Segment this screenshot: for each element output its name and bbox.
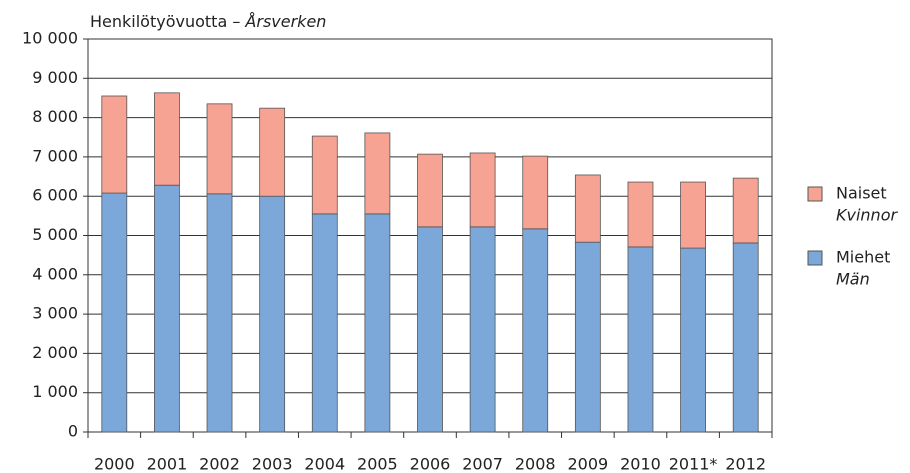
legend-label: Naiset [836, 184, 887, 203]
x-tick-label: 2007 [462, 455, 503, 473]
bar-segment [627, 246, 654, 433]
y-tick-label: 4 000 [32, 264, 78, 283]
y-tick-label: 1 000 [32, 382, 78, 401]
x-tick-label: 2002 [199, 455, 240, 473]
y-tick-label: 10 000 [22, 29, 78, 48]
bar-segment [574, 174, 601, 243]
x-tick-label: 2009 [567, 455, 608, 473]
bar-segment [259, 195, 286, 433]
x-tick-label: 2008 [515, 455, 556, 473]
bar-segment [101, 95, 128, 194]
legend-swatch [807, 250, 823, 266]
x-tick-label: 2001 [147, 455, 188, 473]
legend-label-italic: Män [836, 270, 870, 289]
bar-segment [206, 103, 233, 195]
bar-segment [522, 155, 549, 230]
legend-label-italic: Kvinnor [836, 206, 898, 225]
bar-segment [469, 152, 496, 228]
bar-segment [680, 181, 706, 249]
title-sv: Årsverken [244, 12, 326, 31]
bar-segment [417, 226, 443, 433]
chart-title: Henkilötyövuotta – Årsverken [90, 12, 326, 31]
bar-segment [680, 247, 706, 433]
x-tick-label: 2000 [94, 455, 135, 473]
bar-segment [364, 213, 391, 433]
bar-segment [732, 177, 759, 244]
x-tick-label: 2006 [410, 455, 451, 473]
bar-segment [154, 184, 180, 433]
legend-swatch [807, 186, 823, 202]
bar-segment [574, 241, 601, 433]
bar-segment [522, 228, 549, 433]
bar-segment [311, 135, 338, 215]
y-tick-label: 0 [68, 422, 78, 441]
bar-segment [732, 242, 759, 433]
bar-segment [311, 213, 338, 433]
bar-segment [259, 107, 286, 197]
bar-segment [154, 92, 180, 186]
x-tick-label: 2004 [304, 455, 345, 473]
y-tick-label: 7 000 [32, 146, 78, 165]
bar-segment [417, 153, 443, 228]
y-tick-label: 8 000 [32, 107, 78, 126]
legend-label: Miehet [836, 248, 890, 267]
bar-segment [101, 192, 128, 433]
x-tick-label: 2012 [725, 455, 766, 473]
x-tick-label: 2005 [357, 455, 398, 473]
bar-segment [206, 193, 233, 433]
title-fi: Henkilötyövuotta – [90, 12, 240, 31]
y-tick-label: 2 000 [32, 343, 78, 362]
x-tick-label: 2003 [252, 455, 293, 473]
x-tick-label: 2010 [620, 455, 661, 473]
bar-segment [364, 132, 391, 215]
bar-segment [627, 181, 654, 248]
y-tick-label: 9 000 [32, 68, 78, 87]
x-tick-label: 2011* [669, 455, 718, 473]
y-tick-label: 3 000 [32, 304, 78, 323]
y-tick-label: 6 000 [32, 186, 78, 205]
y-tick-label: 5 000 [32, 225, 78, 244]
bar-segment [469, 226, 496, 433]
